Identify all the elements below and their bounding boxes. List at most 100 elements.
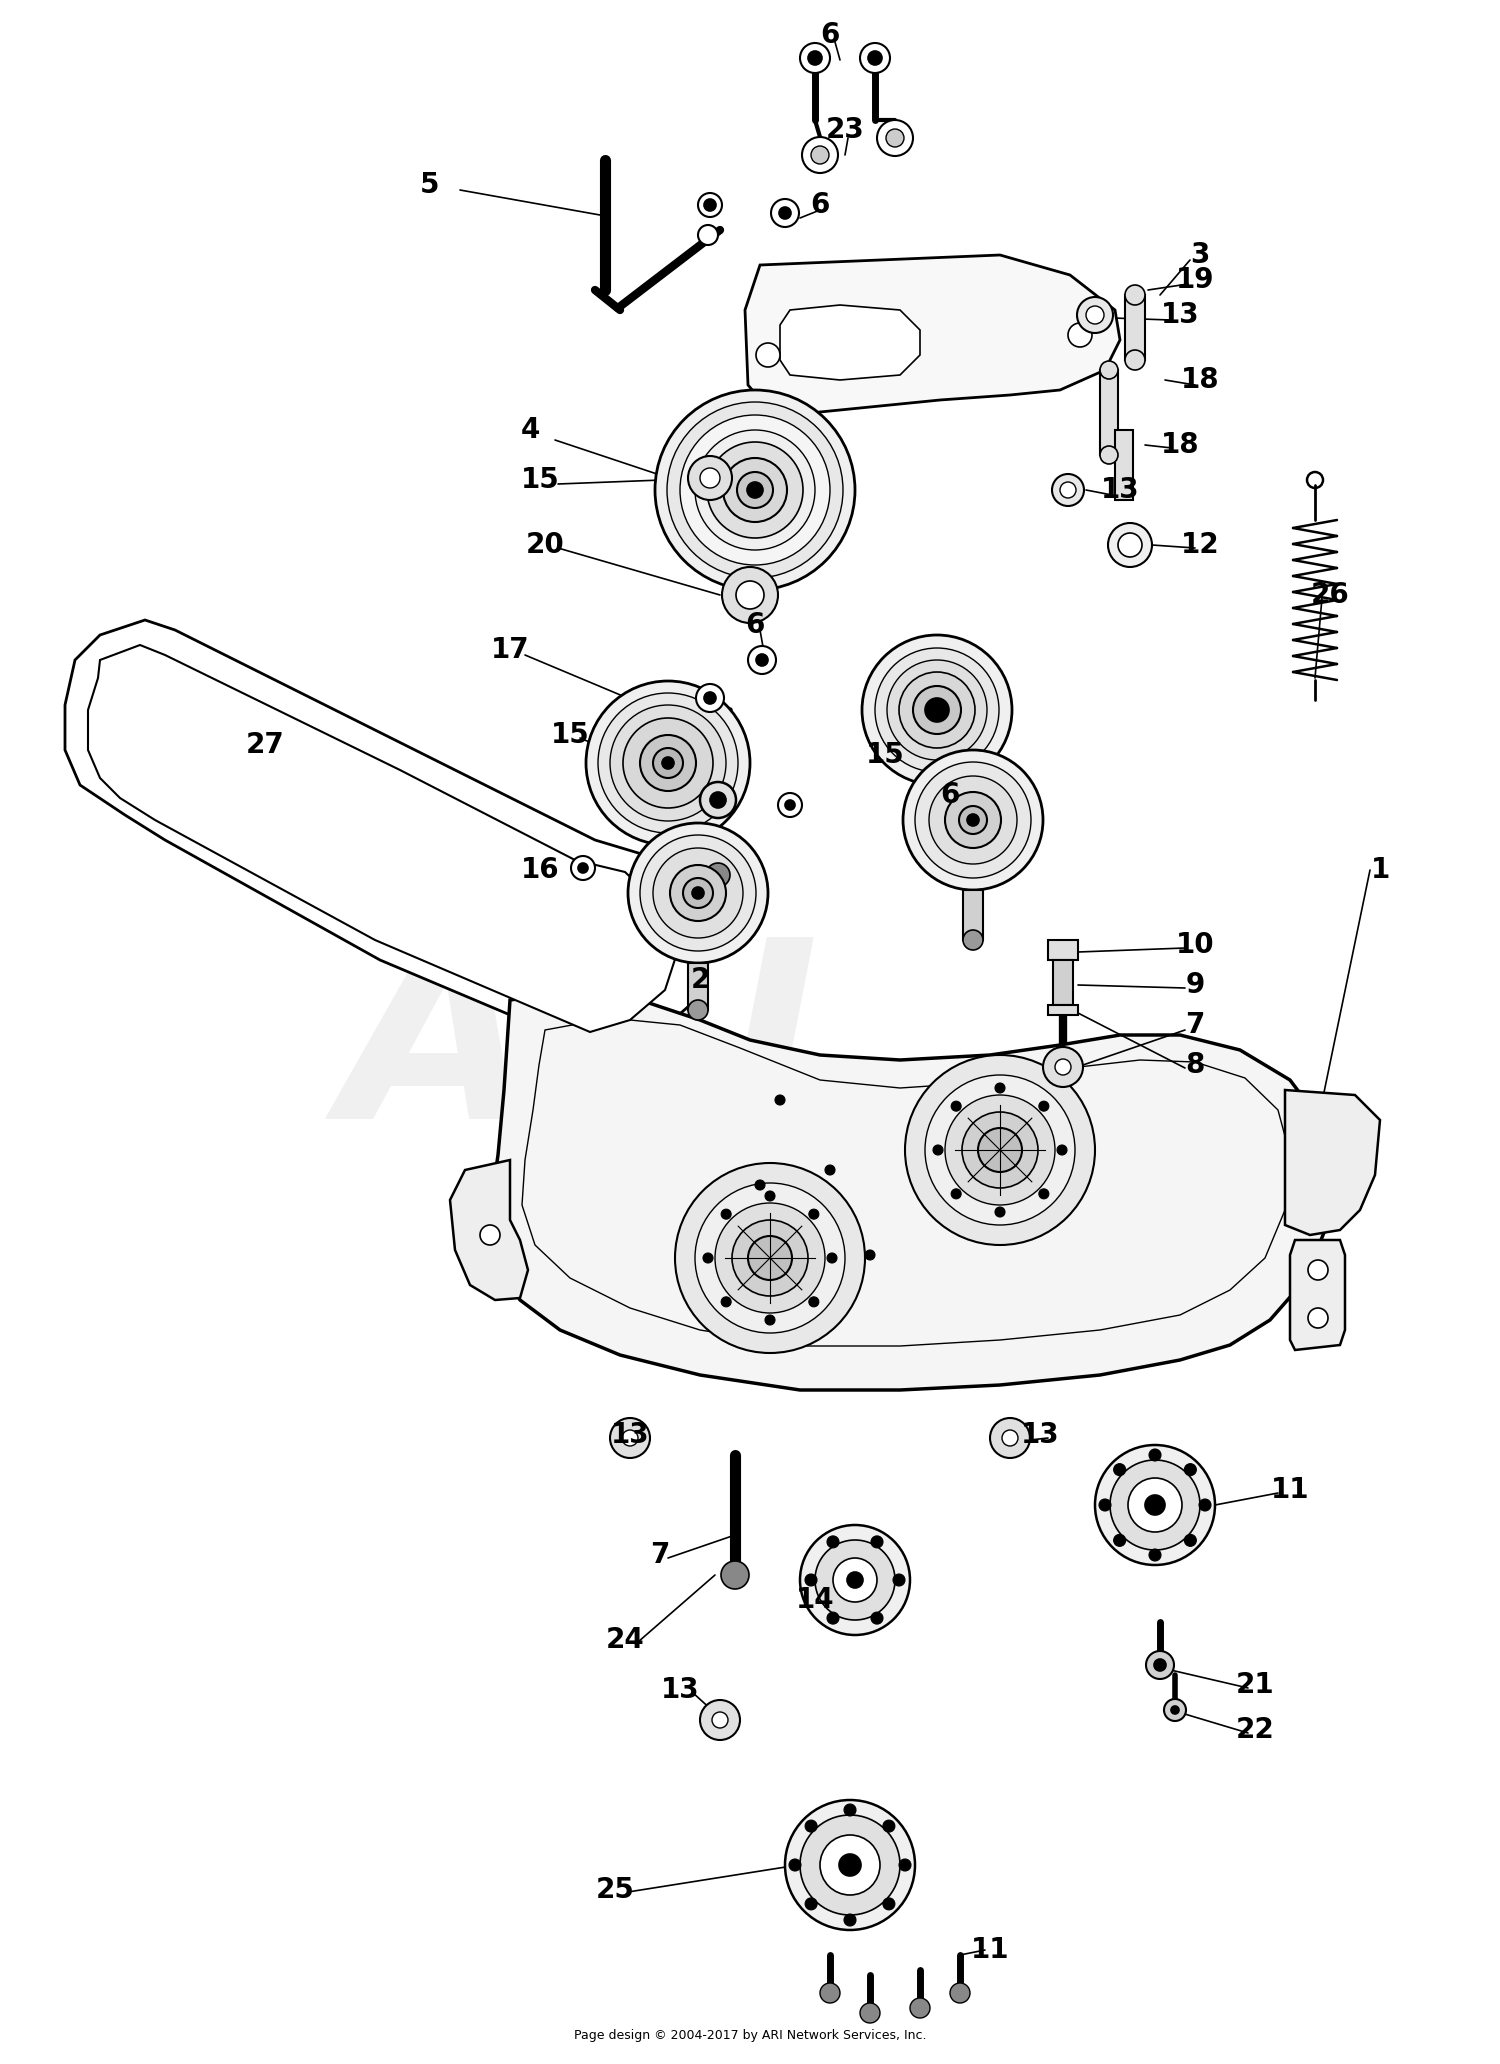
Circle shape (789, 1860, 801, 1870)
Text: 7: 7 (651, 1542, 669, 1569)
Polygon shape (746, 256, 1120, 415)
Circle shape (1086, 305, 1104, 324)
Circle shape (1164, 1699, 1186, 1721)
Text: Page design © 2004-2017 by ARI Network Services, Inc.: Page design © 2004-2017 by ARI Network S… (573, 2029, 926, 2041)
Circle shape (914, 685, 962, 735)
Text: 25: 25 (596, 1876, 634, 1903)
Text: 6: 6 (810, 192, 830, 219)
Text: 15: 15 (550, 720, 590, 749)
Circle shape (910, 1998, 930, 2019)
Circle shape (868, 52, 882, 64)
Circle shape (706, 442, 803, 539)
Circle shape (688, 999, 708, 1020)
Circle shape (652, 747, 682, 778)
Circle shape (712, 1711, 728, 1728)
Polygon shape (1053, 960, 1072, 1005)
Circle shape (962, 1112, 1038, 1189)
Text: 7: 7 (1185, 1011, 1204, 1038)
Circle shape (640, 735, 696, 791)
Circle shape (839, 1853, 861, 1876)
Circle shape (640, 836, 756, 952)
Circle shape (706, 863, 730, 888)
Polygon shape (1048, 1005, 1078, 1015)
Text: 1: 1 (1371, 857, 1389, 883)
Polygon shape (1100, 369, 1118, 454)
Text: 11: 11 (970, 1936, 1010, 1965)
Circle shape (698, 194, 721, 217)
Circle shape (994, 1207, 1005, 1218)
Circle shape (886, 128, 904, 147)
Circle shape (704, 198, 716, 211)
Circle shape (928, 776, 1017, 865)
Circle shape (778, 206, 790, 219)
Circle shape (1077, 297, 1113, 332)
Circle shape (756, 343, 780, 367)
Circle shape (844, 1913, 856, 1926)
Circle shape (694, 1183, 844, 1333)
Circle shape (958, 807, 987, 834)
Circle shape (812, 147, 830, 163)
Circle shape (950, 1984, 970, 2002)
Circle shape (859, 43, 889, 72)
Circle shape (610, 706, 726, 821)
Polygon shape (780, 305, 920, 380)
Text: 26: 26 (1311, 580, 1350, 609)
Text: 6: 6 (940, 780, 960, 809)
Circle shape (662, 757, 674, 770)
Circle shape (628, 824, 768, 964)
Circle shape (748, 1236, 792, 1280)
Circle shape (700, 782, 736, 817)
Circle shape (808, 1296, 819, 1307)
Circle shape (572, 857, 596, 879)
Text: 5: 5 (420, 171, 440, 198)
Polygon shape (1286, 1090, 1380, 1234)
Circle shape (825, 1164, 836, 1174)
Polygon shape (450, 1160, 528, 1300)
Circle shape (884, 1899, 896, 1909)
Circle shape (784, 1800, 915, 1930)
Text: 14: 14 (795, 1585, 834, 1614)
Circle shape (682, 877, 712, 908)
Text: 17: 17 (490, 636, 530, 665)
Circle shape (904, 1055, 1095, 1245)
Circle shape (1198, 1498, 1210, 1511)
Circle shape (784, 801, 795, 809)
Circle shape (951, 1102, 962, 1110)
Circle shape (704, 691, 716, 704)
Circle shape (652, 848, 742, 937)
Circle shape (892, 1575, 904, 1585)
Circle shape (1128, 1478, 1182, 1531)
Polygon shape (1114, 429, 1132, 499)
Circle shape (1146, 1651, 1174, 1678)
Circle shape (1052, 475, 1084, 506)
Text: 13: 13 (1161, 301, 1200, 328)
Circle shape (1002, 1430, 1019, 1447)
Polygon shape (1290, 1240, 1346, 1350)
Circle shape (700, 1701, 740, 1740)
Circle shape (871, 1612, 883, 1624)
Circle shape (765, 1315, 776, 1325)
Circle shape (884, 1820, 896, 1833)
Circle shape (963, 931, 982, 949)
Circle shape (722, 1210, 730, 1220)
Circle shape (1118, 533, 1142, 557)
Text: 13: 13 (660, 1676, 699, 1705)
Circle shape (827, 1536, 839, 1548)
Polygon shape (88, 644, 678, 1032)
Circle shape (1113, 1463, 1125, 1476)
Circle shape (1095, 1445, 1215, 1565)
Circle shape (1144, 1494, 1166, 1515)
Circle shape (898, 1860, 910, 1870)
Circle shape (778, 793, 802, 817)
Circle shape (716, 1203, 825, 1313)
Text: 13: 13 (1020, 1420, 1059, 1449)
Text: 10: 10 (1176, 931, 1215, 960)
Circle shape (806, 1820, 818, 1833)
Circle shape (806, 1575, 818, 1585)
Circle shape (700, 469, 720, 487)
Circle shape (1100, 1498, 1112, 1511)
Circle shape (771, 198, 800, 227)
Text: 12: 12 (1180, 530, 1219, 559)
Text: 13: 13 (610, 1420, 650, 1449)
Circle shape (610, 1418, 650, 1457)
